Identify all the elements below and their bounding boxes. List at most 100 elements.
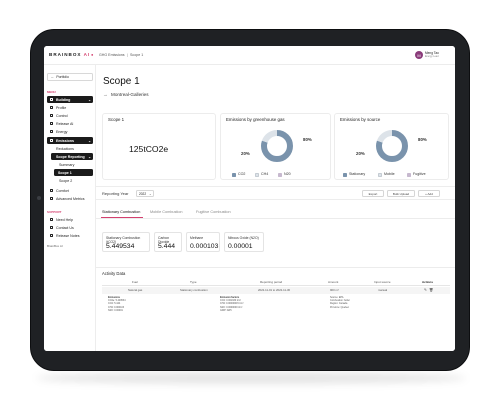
breadcrumb-parent[interactable]: GHG Emissions (99, 53, 125, 57)
metrics-icon (50, 197, 53, 200)
legend-label-co2: CO2 (238, 172, 246, 176)
sidebar-item-profile[interactable]: Profile (47, 104, 93, 111)
user-role: Energy Lead (425, 55, 439, 58)
app-logo[interactable]: BRAINBOX AI (49, 52, 91, 58)
metric-label: Stationary Combustion (tCO2) (106, 236, 141, 244)
sidebar-item-label: Reductions (56, 146, 74, 151)
legend-label-mobile: Mobile (384, 172, 395, 176)
logo-accent: AI (83, 52, 91, 57)
sidebar-item-comfort[interactable]: Comfort (47, 187, 93, 194)
scope-total-card: Scope 1 125tCO2e (102, 113, 216, 180)
detail-line: CO2: 0.001930 t/m³ (220, 299, 241, 303)
logo-main: BRAINBOX (49, 52, 84, 57)
legend-swatch-co2 (232, 173, 236, 177)
energy-icon (50, 130, 53, 133)
portfolio-button[interactable]: ← Portfolio (47, 73, 93, 81)
main-content: Scope 1 → Montreal-Galleries (96, 65, 455, 351)
tab-fugitive-combustion[interactable]: Fugitive Combustion (196, 210, 231, 214)
detail-line: CO2: 5.444 (108, 302, 121, 306)
donut-slice-ch4 (261, 130, 293, 162)
back-icon: ← (51, 75, 55, 79)
chevron-down-icon: ⌄ (88, 138, 91, 143)
legend-label-fugitive: Fugitive (413, 172, 426, 176)
top-bar: BRAINBOX AI ● GHG Emissions | Scope 1 M … (44, 46, 455, 65)
add-button[interactable]: + Add (418, 190, 440, 197)
sidebar-item-emissions[interactable]: Emissions ⌄ (47, 137, 93, 144)
detail-line: CH4: 0.00000015 t/m³ (220, 302, 244, 306)
card-title: Scope 1 (108, 117, 125, 122)
activity-section: Activity Data Fuel Type Reporting period… (96, 267, 455, 351)
column-header-type[interactable]: Type (190, 280, 197, 284)
sidebar-item-label: Building (56, 97, 71, 102)
sidebar-item-label: Contact Us (56, 225, 74, 230)
sidebar-item-scope-2[interactable]: Scope 2 (47, 177, 93, 184)
chevron-down-icon: ⌄ (148, 191, 152, 196)
sidebar-item-label: Need Help (56, 217, 73, 222)
bulk-upload-button[interactable]: Bulk Upload (387, 190, 415, 197)
export-button[interactable]: Export (362, 190, 384, 197)
sidebar-item-reductions[interactable]: Reductions (47, 145, 93, 152)
legend-label-ch4: CH4 (261, 172, 269, 176)
help-icon (50, 218, 53, 221)
sidebar-item-release-notes[interactable]: Release Notes (47, 232, 93, 239)
detail-heading: Emission factors (220, 296, 240, 299)
user-menu[interactable]: M Meng Tao Energy Lead (415, 50, 453, 61)
support-label: SUPPORT (47, 210, 62, 214)
emissions-icon (50, 139, 53, 142)
metric-value: 0.00001 (228, 243, 253, 250)
tablet-shadow (36, 372, 466, 384)
legend-label-stationary: Stationary (349, 172, 366, 176)
sidebar-item-scope-reporting[interactable]: Scope Reporting ⌄ (51, 153, 93, 160)
sidebar-item-summary[interactable]: Summary (47, 161, 93, 168)
metric-label: Carbon Dioxide (158, 236, 170, 244)
details-source: Source: EPA Combustion: boiler Region: C… (330, 296, 350, 309)
column-header-input-source[interactable]: Input source (374, 280, 391, 284)
sidebar-footer: BrainBox AI (47, 244, 63, 248)
detail-line: N2O: 0.0000000 t/m³ (220, 305, 243, 309)
chevron-down-icon: ⌄ (88, 154, 91, 159)
detail-heading: Emissions (108, 296, 120, 299)
chevron-down-icon: ⌄ (88, 97, 91, 102)
column-header-reporting-period[interactable]: Reporting period (260, 280, 283, 284)
breadcrumb-separator: | (127, 53, 128, 57)
detail-line: Source: EPA (330, 296, 344, 299)
sidebar-item-label: Summary (59, 162, 75, 167)
active-tab-indicator (101, 217, 143, 219)
reporting-year-label: Reporting Year (102, 191, 129, 196)
column-header-fuel[interactable]: Fuel (132, 280, 138, 284)
sidebar-item-control[interactable]: Control (47, 112, 93, 119)
table-row[interactable]: Natural gas Stationary combustion 2022-1… (102, 287, 450, 294)
sidebar-item-building[interactable]: Building ⌄ (47, 96, 93, 103)
building-name[interactable]: Montreal-Galleries (111, 92, 149, 97)
donut-slice-mobile (376, 130, 408, 162)
edit-icon[interactable]: ✎ (424, 287, 427, 292)
metric-value: 5.449534 (106, 243, 135, 250)
sidebar-item-scope-1[interactable]: Scope 1 (54, 169, 93, 176)
column-header-actions: Actions (422, 280, 434, 284)
sidebar-item-release-ai[interactable]: Release AI (47, 120, 93, 127)
sidebar-item-need-help[interactable]: Need Help (47, 216, 93, 223)
legend-label-n20: N20 (284, 172, 291, 176)
sidebar-item-label: Control (56, 113, 68, 118)
sidebar-item-label: Energy (56, 129, 68, 134)
control-icon (50, 114, 53, 117)
arrow-right-icon: → (103, 92, 108, 97)
detail-line: CO2e: 5.449534 (108, 299, 126, 303)
year-value: 2022 (139, 191, 147, 196)
sidebar-item-label: Release Notes (56, 233, 80, 238)
card-title: Emissions by greenhouse gas (226, 117, 285, 122)
year-select[interactable]: 2022 ⌄ (136, 190, 154, 197)
sidebar-item-advanced-metrics[interactable]: Advanced Metrics (47, 195, 93, 202)
legend-swatch-stationary (343, 173, 347, 177)
delete-icon[interactable]: 🗑 (429, 287, 434, 292)
detail-line: N2O: 0.00001 (108, 308, 123, 312)
tab-stationary-combustion[interactable]: Stationary Combustion (102, 210, 141, 214)
legend-swatch-ch4 (255, 173, 259, 177)
sidebar-item-energy[interactable]: Energy (47, 128, 93, 135)
portfolio-label: Portfolio (56, 75, 69, 79)
details-emissions: Emissions CO2e: 5.449534 CO2: 5.444 CH4:… (108, 296, 126, 312)
column-header-amount[interactable]: Amount (328, 280, 339, 284)
pie-label-left: 20% (241, 151, 250, 156)
tab-mobile-combustion[interactable]: Mobile Combustion (150, 210, 183, 214)
sidebar-item-contact-us[interactable]: Contact Us (47, 224, 93, 231)
